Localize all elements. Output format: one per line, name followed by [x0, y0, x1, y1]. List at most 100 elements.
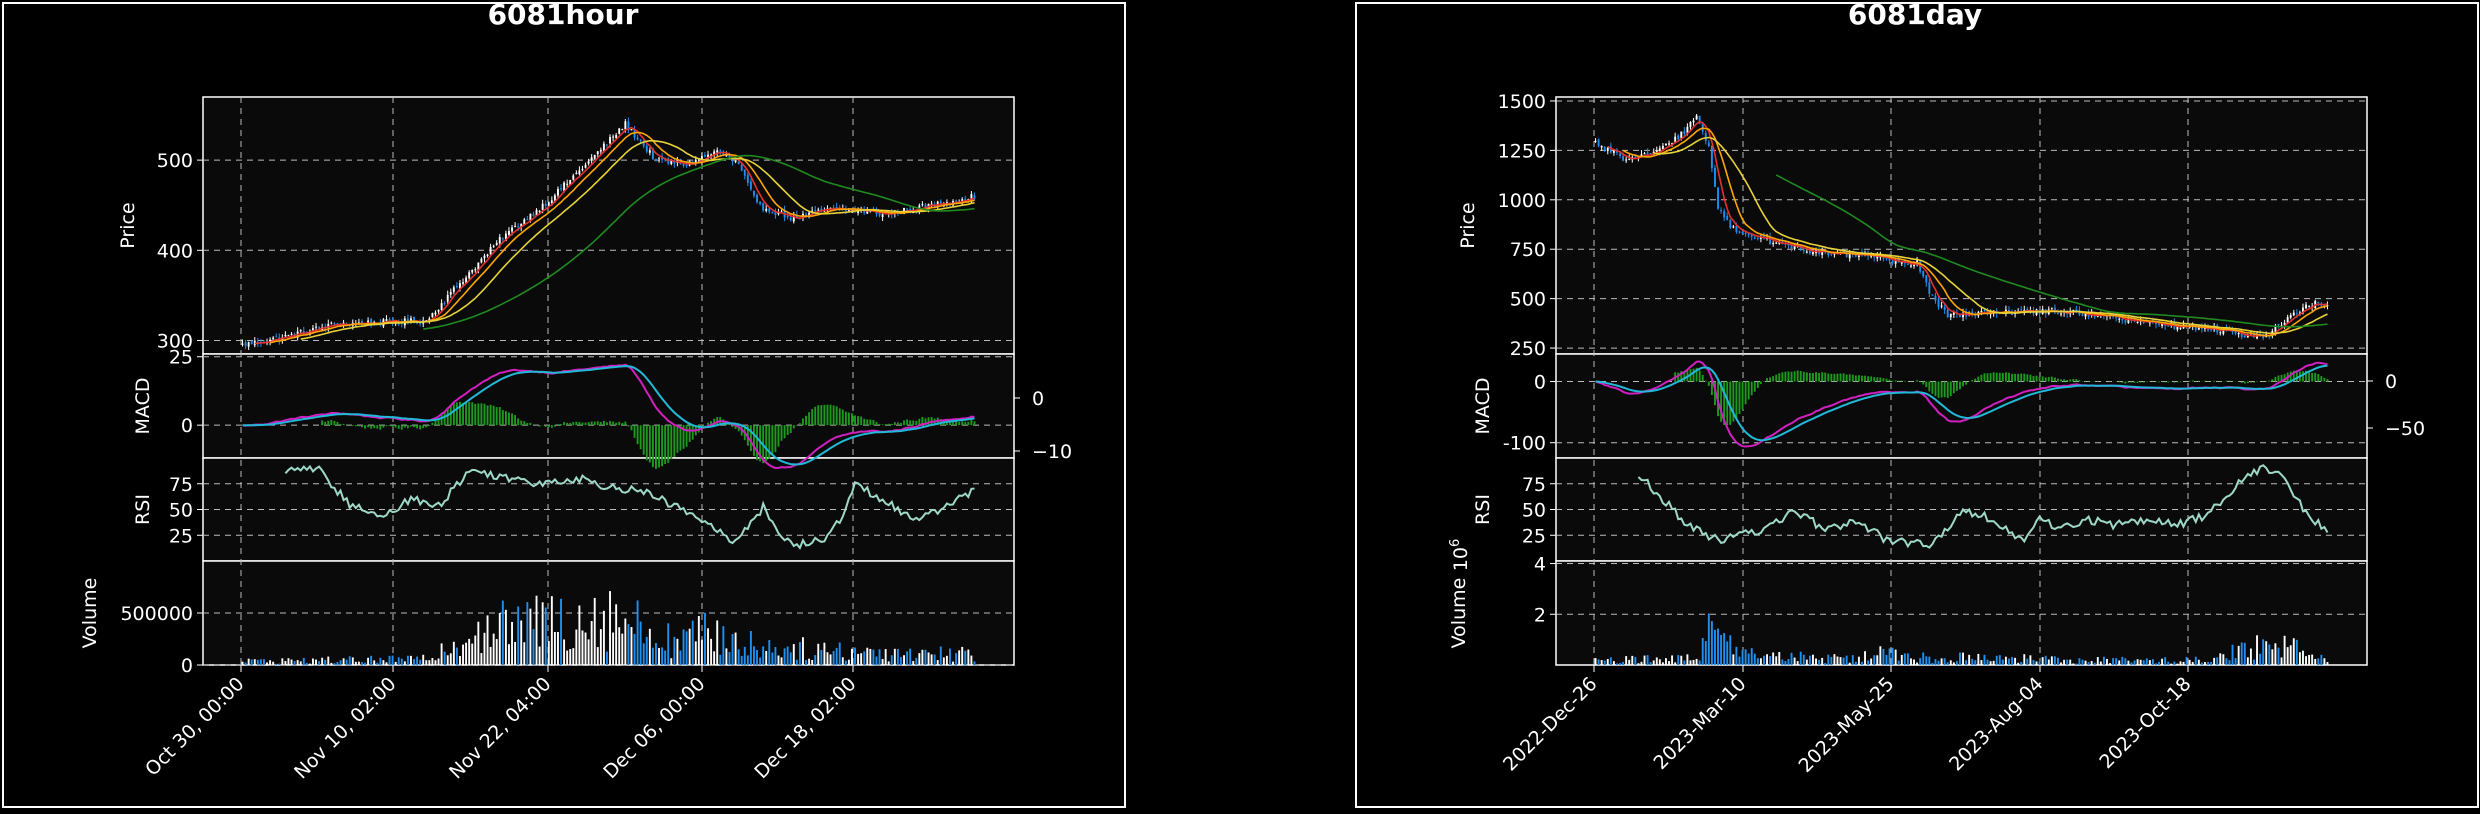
candle-body — [508, 231, 510, 235]
candle-body — [955, 201, 957, 202]
macd-histogram-bar — [505, 411, 507, 425]
volume-bar — [928, 652, 930, 665]
macd-right-tick-label: −10 — [1032, 441, 1072, 463]
candle-body — [1757, 238, 1759, 239]
volume-bar — [569, 649, 571, 665]
volume-bar — [710, 639, 712, 665]
volume-bar — [1702, 638, 1704, 665]
candle-body — [484, 256, 486, 259]
volume-bar — [1971, 659, 1973, 665]
volume-bar — [2183, 662, 2185, 665]
candle-body — [649, 150, 651, 153]
macd-histogram-bar — [416, 425, 418, 428]
volume-bar — [2256, 635, 2258, 665]
macd-histogram-bar — [431, 423, 433, 425]
macd-histogram-bar — [557, 424, 559, 425]
volume-bar — [2057, 658, 2059, 665]
volume-bar — [355, 662, 357, 665]
panel-price — [203, 97, 1014, 354]
macd-histogram-bar — [551, 425, 553, 428]
macd-histogram-bar — [2069, 379, 2071, 381]
volume-bar — [2155, 663, 2157, 665]
candle-body — [765, 209, 767, 211]
volume-bar — [2311, 655, 2313, 665]
macd-histogram-bar — [1766, 378, 1768, 381]
macd-histogram-bar — [1821, 372, 1823, 381]
macd-histogram-bar — [2247, 382, 2249, 384]
volume-bar — [781, 657, 783, 665]
volume-bar — [1791, 653, 1793, 665]
volume-bar — [765, 651, 767, 665]
volume-bar — [2106, 659, 2108, 665]
macd-histogram-bar — [802, 418, 804, 425]
candle-body — [471, 270, 473, 272]
candle-body — [817, 210, 819, 211]
volume-bar — [459, 656, 461, 665]
macd-histogram-bar — [1769, 377, 1771, 381]
candle-body — [2244, 336, 2246, 338]
volume-bar — [676, 639, 678, 665]
rsi-axis-label: RSI — [132, 494, 154, 525]
candle-body — [1656, 151, 1658, 152]
macd-histogram-bar — [1941, 382, 1943, 398]
macd-histogram-bar — [2302, 371, 2304, 381]
volume-bar — [2134, 661, 2136, 665]
macd-histogram-bar — [2198, 381, 2200, 382]
macd-histogram-bar — [646, 425, 648, 460]
volume-bar — [2259, 654, 2261, 665]
volume-bar — [548, 641, 550, 665]
volume-bar — [1876, 655, 1878, 665]
volume-bar — [480, 653, 482, 665]
macd-histogram-bar — [480, 403, 482, 425]
candle-body — [585, 165, 587, 168]
volume-bar — [284, 661, 286, 665]
volume-bar — [1598, 659, 1600, 665]
macd-histogram-bar — [1919, 382, 1921, 383]
macd-histogram-bar — [603, 421, 605, 425]
price-tick-label: 1250 — [1498, 140, 1546, 162]
candle-body — [2121, 319, 2123, 320]
volume-bar — [2176, 664, 2178, 665]
chart-6081day: 6081day250500750100012501500Price0-1000−… — [1448, 0, 2425, 777]
macd-histogram-bar — [407, 425, 409, 428]
volume-bar — [392, 656, 394, 665]
volume-bar — [1861, 662, 1863, 665]
volume-bar — [2293, 638, 2295, 665]
volume-bar — [820, 650, 822, 665]
volume-bar — [839, 642, 841, 665]
volume-bar — [575, 630, 577, 665]
macd-histogram-bar — [961, 421, 963, 425]
volume-bar — [364, 663, 366, 665]
macd-histogram-bar — [1843, 373, 1845, 381]
volume-bar — [1766, 654, 1768, 665]
macd-histogram-bar — [594, 422, 596, 426]
volume-bar — [2327, 662, 2329, 665]
macd-histogram-bar — [2146, 382, 2148, 383]
macd-histogram-bar — [808, 412, 810, 425]
volume-bar — [260, 659, 262, 665]
volume-bar — [2323, 658, 2325, 665]
volume-bar — [2287, 647, 2289, 665]
macd-histogram-bar — [1876, 377, 1878, 381]
volume-bar — [1833, 654, 1835, 665]
candle-body — [386, 319, 388, 321]
macd-right-tick-label: 0 — [1032, 388, 1044, 410]
macd-histogram-bar — [964, 422, 966, 425]
candle-body — [1984, 310, 1986, 311]
volume-bar — [2216, 657, 2218, 665]
candle-body — [747, 175, 749, 183]
macd-histogram-bar — [2158, 382, 2160, 383]
macd-histogram-bar — [2140, 382, 2142, 383]
volume-bar — [2112, 658, 2114, 665]
candle-body — [2118, 319, 2120, 320]
volume-bar — [2097, 657, 2099, 665]
macd-histogram-bar — [2051, 377, 2053, 382]
candle-body — [753, 191, 755, 196]
volume-bar — [526, 602, 528, 665]
candle-body — [1601, 146, 1603, 148]
macd-histogram-bar — [1742, 382, 1744, 410]
macd-histogram-bar — [1748, 382, 1750, 400]
macd-histogram-bar — [661, 425, 663, 466]
macd-histogram-bar — [404, 425, 406, 427]
volume-bar — [2020, 662, 2022, 665]
